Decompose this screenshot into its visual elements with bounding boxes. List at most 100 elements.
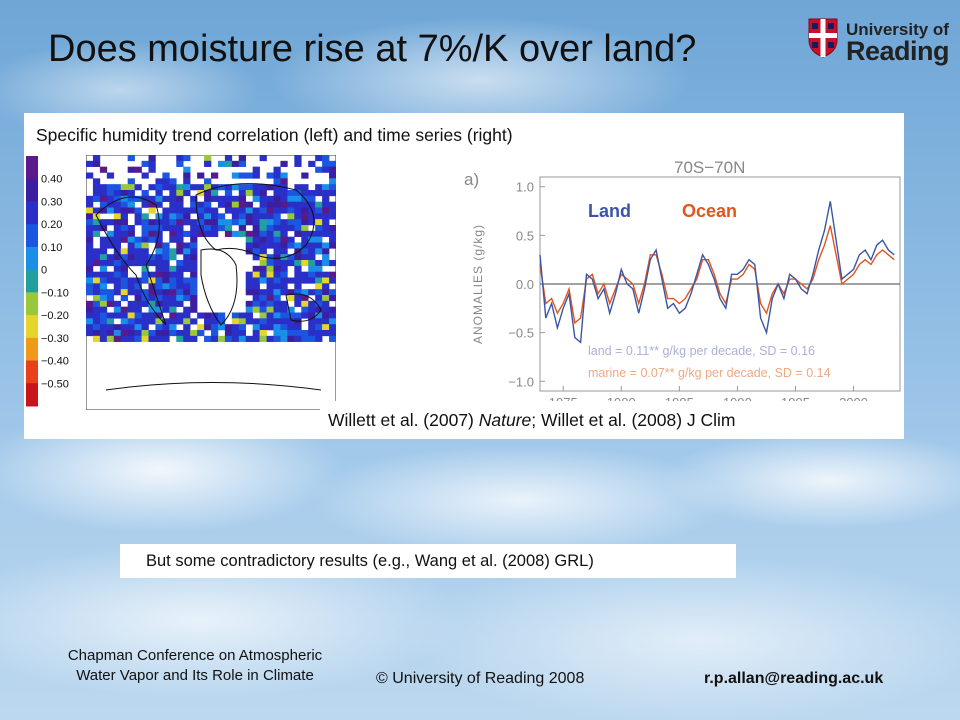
map-cell — [315, 155, 323, 162]
map-cell — [294, 335, 302, 342]
map-cell — [176, 295, 184, 302]
map-cell — [86, 254, 94, 261]
map-cell — [99, 306, 108, 313]
map-cell — [106, 335, 115, 342]
map-cell — [120, 330, 128, 337]
map-cell — [252, 230, 260, 237]
map-cell — [190, 306, 198, 313]
map-cell — [204, 324, 212, 331]
map-cell — [86, 219, 94, 226]
map-cell — [273, 248, 281, 255]
map-cell — [134, 300, 142, 307]
map-cell — [141, 213, 149, 220]
map-cell — [183, 242, 191, 249]
map-cell — [176, 330, 184, 337]
map-cell — [99, 318, 108, 325]
map-cell — [176, 219, 184, 226]
map-cell — [252, 306, 260, 313]
map-cell — [127, 236, 135, 243]
map-cell — [169, 178, 177, 185]
map-cell — [315, 330, 323, 337]
map-cell — [155, 289, 163, 296]
map-cell — [141, 190, 149, 197]
map-cell — [197, 219, 205, 226]
map-cell — [134, 295, 142, 302]
map-cell — [134, 260, 142, 267]
map-cell — [106, 295, 115, 302]
map-cell — [231, 335, 240, 342]
map-cell — [183, 283, 191, 290]
map-cell — [113, 335, 122, 342]
map-cell — [162, 277, 170, 284]
map-cell — [308, 201, 316, 208]
land-annotation: land = 0.11** g/kg per decade, SD = 0.16 — [588, 344, 815, 358]
map-cell — [273, 230, 281, 237]
map-cell — [183, 190, 191, 197]
map-cell — [294, 207, 302, 214]
map-cell — [238, 324, 247, 331]
map-cell — [155, 324, 163, 331]
map-cell — [287, 306, 295, 313]
continent-outline — [195, 183, 315, 259]
map-cell — [92, 260, 101, 267]
map-cell — [329, 295, 336, 302]
map-cell — [231, 219, 240, 226]
map-cell — [134, 248, 142, 255]
map-cell — [217, 324, 226, 331]
map-cell — [280, 330, 288, 337]
map-cell — [134, 312, 142, 319]
map-cell — [190, 242, 198, 249]
map-cell — [86, 160, 94, 167]
map-cell — [231, 195, 240, 202]
map-cell — [141, 230, 149, 237]
map-cell — [155, 236, 163, 243]
map-cell — [141, 324, 149, 331]
map-cell — [148, 166, 156, 173]
map-cell — [176, 207, 184, 214]
map-cell — [322, 190, 330, 197]
map-cell — [120, 201, 128, 208]
map-cell — [294, 271, 302, 278]
map-cell — [301, 207, 309, 214]
map-cell — [211, 335, 219, 342]
map-cell — [162, 225, 170, 232]
map-cell — [238, 330, 247, 337]
map-cell — [92, 318, 101, 325]
map-cell — [162, 260, 170, 267]
map-cell — [266, 265, 274, 272]
map-cell — [273, 178, 281, 185]
map-cell — [176, 283, 184, 290]
map-cell — [106, 207, 115, 214]
map-cell — [329, 277, 336, 284]
map-cell — [148, 306, 156, 313]
map-cell — [86, 324, 94, 331]
map-cell — [301, 300, 309, 307]
map-cell — [190, 318, 198, 325]
map-cell — [245, 207, 253, 214]
map-cell — [238, 225, 247, 232]
map-cell — [197, 201, 205, 208]
map-cell — [141, 160, 149, 167]
map-cell — [308, 260, 316, 267]
map-cell — [190, 289, 198, 296]
contact-email[interactable]: r.p.allan@reading.ac.uk — [704, 670, 884, 687]
map-cell — [280, 289, 288, 296]
map-cell — [120, 306, 128, 313]
map-cell — [217, 184, 226, 191]
map-cell — [315, 190, 323, 197]
map-cell — [162, 195, 170, 202]
map-cell — [211, 318, 219, 325]
map-cell — [113, 277, 122, 284]
map-cell — [252, 236, 260, 243]
map-cell — [176, 213, 184, 220]
map-cell — [294, 160, 302, 167]
colorbar-swatch — [26, 292, 38, 316]
map-cell — [127, 230, 135, 237]
map-cell — [308, 248, 316, 255]
map-cell — [238, 201, 247, 208]
colorbar: 0.40 0.30 0.20 0.10 0 −0.10 −0.20 −0.30 −0.40 −0.… — [26, 156, 69, 407]
map-cell — [287, 312, 295, 319]
map-cell — [329, 207, 336, 214]
map-cell — [106, 254, 115, 261]
map-cell — [106, 324, 115, 331]
